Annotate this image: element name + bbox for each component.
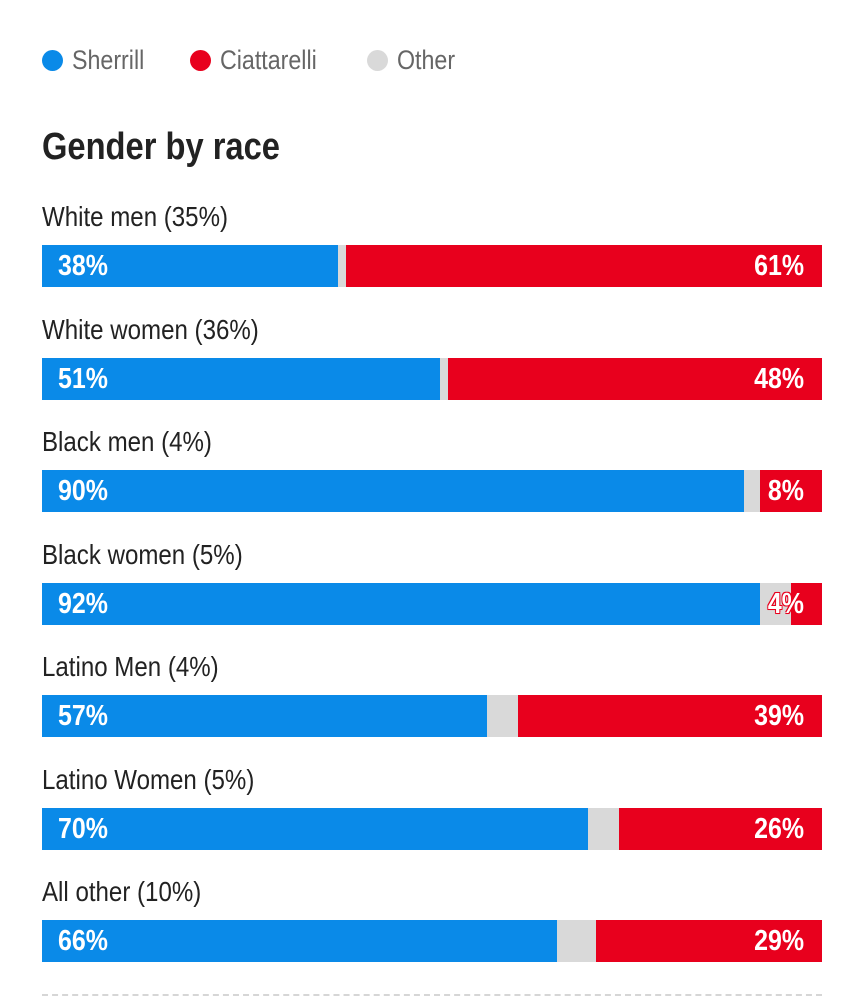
bar-segment-other xyxy=(486,695,518,737)
ciattarelli-pct-label: 61% xyxy=(754,250,804,282)
bar-row-label: Latino Women (5%) xyxy=(42,763,255,795)
bar-segment-sherrill xyxy=(42,470,744,512)
stacked-bar xyxy=(42,807,822,850)
bar-row-label: All other (10%) xyxy=(42,876,202,907)
ciattarelli-pct-label: 48% xyxy=(754,362,804,395)
legend-dot-sherrill xyxy=(42,49,63,71)
stacked-bar xyxy=(42,920,822,962)
legend-label-ciattarelli: Ciattarelli xyxy=(220,44,317,75)
bar-row: All other (10%) 66% 29% xyxy=(42,871,822,984)
stacked-bar xyxy=(42,695,822,737)
bar-segment-ciattarelli xyxy=(619,807,822,850)
stacked-bar xyxy=(42,245,822,287)
bar-row: White men (35%) 38% 61% xyxy=(42,196,822,309)
legend: Sherrill Ciattarelli Other xyxy=(42,42,498,78)
legend-item-sherrill: Sherrill xyxy=(42,45,156,76)
bar-segment-ciattarelli xyxy=(447,357,822,400)
legend-dot-ciattarelli xyxy=(190,49,212,71)
sherrill-pct-label: 90% xyxy=(58,475,108,507)
bar-row: Latino Men (4%) 57% 39% xyxy=(42,646,822,759)
legend-dot-other xyxy=(366,49,388,71)
stacked-bar xyxy=(42,470,822,512)
stacked-bar xyxy=(42,357,822,400)
bar-segment-sherrill xyxy=(42,245,339,287)
legend-item-ciattarelli: Ciattarelli xyxy=(190,45,333,76)
bar-row-label: White women (36%) xyxy=(42,313,259,345)
bottom-divider xyxy=(42,994,822,996)
legend-label-sherrill: Sherrill xyxy=(72,44,145,75)
bar-row-label: Black men (4%) xyxy=(42,426,212,457)
bar-segment-ciattarelli xyxy=(517,695,822,737)
legend-item-other: Other xyxy=(366,44,465,76)
sherrill-pct-label: 70% xyxy=(58,812,108,845)
sherrill-pct-label: 66% xyxy=(58,925,108,957)
bar-segment-ciattarelli xyxy=(595,920,822,962)
ciattarelli-pct-label: 8% xyxy=(767,475,804,507)
bar-row: Latino Women (5%) 70% 26% xyxy=(42,759,822,872)
bar-segment-other xyxy=(744,470,760,512)
bar-segment-sherrill xyxy=(42,582,760,625)
bar-segment-other xyxy=(338,245,347,287)
bar-row: White women (36%) 51% 48% xyxy=(42,309,822,422)
sherrill-pct-label: 92% xyxy=(58,587,108,620)
chart-title: Gender by race xyxy=(42,126,280,168)
bar-segment-sherrill xyxy=(42,807,588,850)
bar-segment-ciattarelli xyxy=(790,582,822,625)
ciattarelli-pct-label: 29% xyxy=(754,925,804,957)
sherrill-pct-label: 51% xyxy=(58,362,108,395)
bar-segment-other xyxy=(759,582,791,625)
bar-segment-sherrill xyxy=(42,357,440,400)
bar-segment-ciattarelli xyxy=(346,245,822,287)
bar-row-label: White men (35%) xyxy=(42,201,229,232)
sherrill-pct-label: 57% xyxy=(58,700,108,732)
ciattarelli-pct-label: 4% xyxy=(767,587,804,620)
bar-row: Black women (5%) 92% 4% xyxy=(42,534,822,647)
bar-segment-sherrill xyxy=(42,695,487,737)
bar-row-label: Latino Men (4%) xyxy=(42,651,219,682)
bar-segment-sherrill xyxy=(42,920,557,962)
stacked-bar xyxy=(42,582,822,625)
bar-segment-other xyxy=(588,807,620,850)
ciattarelli-pct-label: 39% xyxy=(754,700,804,732)
bar-segment-other xyxy=(439,357,448,400)
bar-segment-other xyxy=(556,920,596,962)
bar-chart: White men (35%) 38% 61% White women (36%) 51… xyxy=(42,196,822,984)
ciattarelli-pct-label: 26% xyxy=(754,812,804,845)
sherrill-pct-label: 38% xyxy=(58,250,108,282)
legend-label-other: Other xyxy=(396,44,455,75)
bar-row: Black men (4%) 90% 8% xyxy=(42,421,822,534)
bar-segment-ciattarelli xyxy=(759,470,822,512)
bar-row-label: Black women (5%) xyxy=(42,538,243,570)
